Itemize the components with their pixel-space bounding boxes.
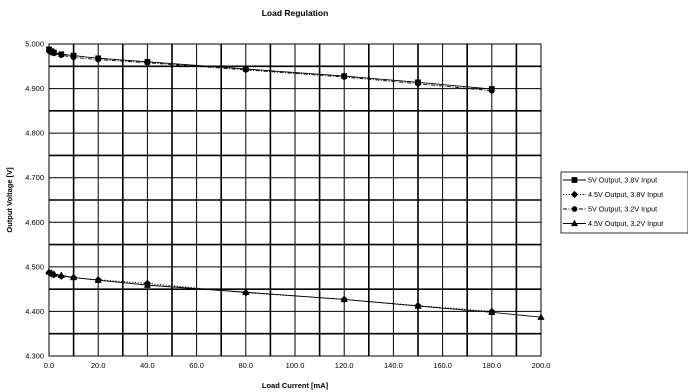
legend-marker xyxy=(571,206,578,212)
data-point xyxy=(70,54,77,61)
series-layer xyxy=(45,46,545,320)
series-3 xyxy=(46,48,495,94)
y-tick-label: 4.900 xyxy=(25,84,44,93)
series-4 xyxy=(45,267,545,320)
y-tick-label: 4.600 xyxy=(25,218,44,227)
y-axis-label: Output Voltage [V] xyxy=(5,167,14,233)
legend-marker xyxy=(571,177,578,183)
data-point xyxy=(415,80,421,87)
x-tick-label: 60.0 xyxy=(189,361,204,370)
legend-marker xyxy=(570,219,579,227)
data-point xyxy=(488,308,496,315)
data-point xyxy=(242,288,250,295)
y-tick-label: 5.000 xyxy=(25,40,44,49)
data-point xyxy=(537,313,545,320)
data-point xyxy=(50,270,58,277)
x-tick-label: 200.0 xyxy=(532,361,551,370)
x-tick-label: 100.0 xyxy=(286,361,305,370)
data-point xyxy=(341,74,348,80)
data-point xyxy=(143,281,152,288)
data-point xyxy=(57,271,65,278)
grid-lines xyxy=(49,44,541,356)
y-tick-label: 4.700 xyxy=(25,173,44,182)
legend: 5V Output, 3.8V Input 4.5V Output, 3.8V I… xyxy=(560,171,688,234)
legend-entry-label: 5V Output, 3.8V Input xyxy=(588,176,657,185)
tick-labels: 0.0 20.0 40.0 60.0 80.0 100.0 120.0 140.0 160.0 1… xyxy=(25,40,550,371)
data-point xyxy=(144,59,151,66)
x-axis-label: Load Current [mA] xyxy=(262,381,329,390)
legend-entry-label: 4.5V Output, 3.2V Input xyxy=(588,219,663,228)
data-point xyxy=(51,50,57,57)
data-point xyxy=(414,302,422,309)
legend-marker xyxy=(570,190,579,199)
legend-box xyxy=(560,171,688,234)
data-point xyxy=(95,56,102,63)
data-point xyxy=(340,295,348,303)
data-point xyxy=(94,276,102,283)
y-tick-label: 4.300 xyxy=(25,352,44,361)
x-tick-label: 0.0 xyxy=(44,361,54,370)
x-tick-label: 40.0 xyxy=(140,361,155,370)
data-point xyxy=(69,273,78,281)
legend-entry-label: 5V Output, 3.2V Input xyxy=(588,205,657,214)
x-tick-label: 80.0 xyxy=(238,361,253,370)
x-tick-label: 20.0 xyxy=(91,361,106,370)
y-tick-label: 4.500 xyxy=(25,262,44,271)
data-point xyxy=(488,87,495,94)
chart-title: Load Regulation xyxy=(262,8,329,18)
data-point xyxy=(58,52,65,58)
x-tick-label: 120.0 xyxy=(335,361,354,370)
x-tick-label: 160.0 xyxy=(433,361,452,370)
legend-entry-label: 4.5V Output, 3.8V Input xyxy=(588,190,663,199)
x-tick-label: 140.0 xyxy=(384,361,403,370)
data-point xyxy=(242,67,249,73)
y-tick-label: 4.400 xyxy=(25,307,44,316)
x-tick-label: 180.0 xyxy=(482,361,501,370)
y-tick-label: 4.800 xyxy=(25,129,44,138)
